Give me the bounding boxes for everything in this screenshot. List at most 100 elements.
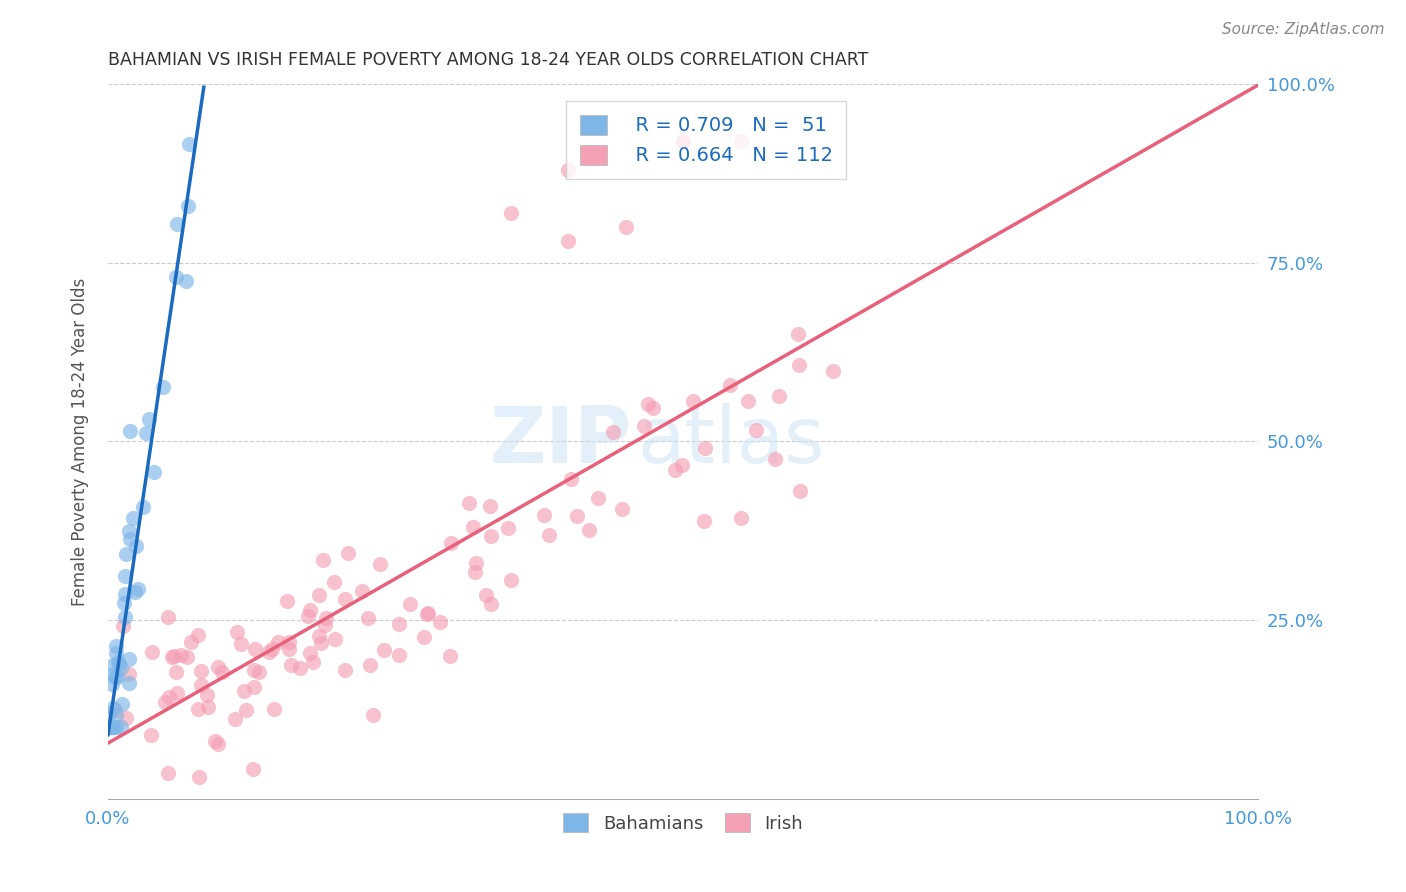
Point: [465, 556, 488, 570]
Point: [461, 519, 484, 533]
Point: [111, 697, 134, 711]
Point: [117, 524, 139, 539]
Point: [160, 650, 183, 665]
Point: [429, 615, 451, 629]
Point: [107, 655, 129, 669]
Point: [166, 686, 188, 700]
Point: [112, 619, 135, 633]
Point: [263, 702, 285, 716]
Point: [101, 701, 124, 715]
Point: [101, 677, 124, 691]
Point: [163, 648, 186, 663]
Point: [118, 667, 141, 681]
Point: [159, 690, 181, 704]
Point: [672, 134, 695, 148]
Point: [98, 706, 121, 720]
Point: [103, 666, 125, 681]
Legend: Bahamians, Irish: Bahamians, Irish: [553, 803, 814, 844]
Point: [730, 134, 752, 148]
Point: [112, 596, 135, 610]
Point: [195, 688, 218, 702]
Point: [309, 636, 332, 650]
Point: [610, 502, 633, 516]
Point: [693, 514, 716, 528]
Point: [768, 389, 790, 403]
Point: [481, 529, 503, 543]
Point: [475, 588, 498, 602]
Point: [207, 738, 229, 752]
Point: [110, 661, 132, 675]
Point: [243, 680, 266, 694]
Point: [235, 703, 257, 717]
Point: [98, 720, 121, 734]
Point: [177, 199, 200, 213]
Point: [718, 377, 741, 392]
Point: [190, 664, 212, 678]
Point: [118, 652, 141, 666]
Point: [763, 451, 786, 466]
Point: [114, 568, 136, 582]
Point: [298, 603, 321, 617]
Point: [110, 720, 132, 734]
Point: [388, 617, 411, 632]
Point: [242, 762, 264, 776]
Point: [602, 425, 624, 440]
Point: [560, 472, 582, 486]
Point: [357, 611, 380, 625]
Point: [187, 771, 209, 785]
Point: [693, 441, 716, 455]
Point: [125, 539, 148, 553]
Point: [103, 703, 125, 717]
Point: [682, 394, 704, 409]
Point: [118, 425, 141, 439]
Point: [98, 720, 121, 734]
Point: [104, 670, 127, 684]
Point: [180, 635, 202, 649]
Point: [557, 162, 579, 177]
Point: [479, 499, 502, 513]
Point: [243, 642, 266, 657]
Point: [464, 565, 486, 579]
Point: [565, 508, 588, 523]
Point: [267, 635, 290, 649]
Point: [114, 609, 136, 624]
Point: [174, 274, 197, 288]
Point: [225, 624, 247, 639]
Point: [314, 618, 336, 632]
Point: [260, 641, 283, 656]
Point: [233, 684, 256, 698]
Point: [301, 655, 323, 669]
Point: [671, 458, 693, 472]
Point: [479, 597, 502, 611]
Point: [277, 634, 299, 648]
Point: [496, 521, 519, 535]
Point: [105, 640, 128, 654]
Point: [672, 134, 695, 148]
Point: [290, 661, 312, 675]
Point: [141, 645, 163, 659]
Point: [440, 536, 463, 550]
Point: [730, 511, 752, 525]
Point: [105, 720, 128, 734]
Point: [280, 657, 302, 672]
Point: [105, 670, 128, 684]
Point: [641, 401, 664, 415]
Point: [388, 648, 411, 662]
Point: [143, 465, 166, 479]
Point: [373, 643, 395, 657]
Point: [633, 419, 655, 434]
Point: [312, 553, 335, 567]
Point: [533, 508, 555, 523]
Point: [333, 663, 356, 677]
Text: ZIP: ZIP: [489, 403, 631, 480]
Point: [101, 658, 124, 673]
Point: [153, 695, 176, 709]
Point: [101, 720, 124, 734]
Point: [359, 658, 381, 673]
Point: [187, 628, 209, 642]
Point: [101, 720, 124, 734]
Point: [787, 327, 810, 342]
Point: [370, 558, 392, 572]
Point: [104, 646, 127, 660]
Point: [115, 548, 138, 562]
